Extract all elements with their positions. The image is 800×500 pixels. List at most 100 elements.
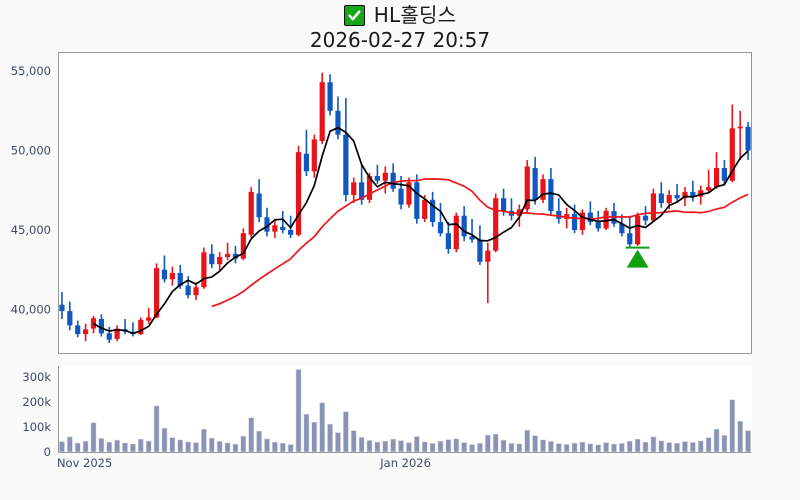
- title-row: HL홀딩스: [0, 0, 800, 28]
- candlestick: [674, 183, 680, 203]
- volume-bar: [618, 442, 625, 453]
- ma-short-line: [93, 126, 749, 335]
- volume-bar: [248, 417, 255, 453]
- candlestick: [540, 174, 546, 203]
- volume-bar: [327, 423, 333, 453]
- candlestick: [280, 210, 286, 234]
- x-tick-label: Jan 2026: [379, 456, 431, 470]
- price-y-tick-label: 50,000: [11, 144, 51, 158]
- price-panel-border: [58, 52, 752, 354]
- volume-bar: [445, 439, 452, 453]
- candlestick: [264, 207, 270, 237]
- candlestick: [327, 74, 333, 116]
- volume-bar: [469, 444, 475, 453]
- candlestick: [453, 212, 459, 253]
- price-panel: 40,000 45,000 50,000 55,000: [11, 52, 752, 354]
- volume-bar: [705, 437, 712, 453]
- candlestick-series: [59, 72, 751, 343]
- volume-bar: [122, 442, 128, 453]
- volume-bar: [682, 441, 688, 453]
- volume-bar: [413, 436, 420, 453]
- candlestick: [335, 96, 341, 140]
- candlestick: [469, 218, 475, 243]
- volume-bar: [264, 438, 270, 453]
- volume-bar: [516, 443, 523, 453]
- volume-bar: [98, 437, 105, 453]
- candlestick: [642, 206, 649, 226]
- volume-bar: [66, 436, 73, 453]
- candlestick: [579, 209, 586, 235]
- candlestick: [524, 160, 530, 213]
- candlestick: [59, 292, 65, 320]
- volume-bar: [145, 440, 152, 453]
- volume-bar: [256, 430, 263, 453]
- candlestick: [619, 214, 625, 237]
- ma-short-path: [93, 126, 749, 335]
- volume-bar: [461, 442, 468, 453]
- price-y-axis: 40,000 45,000 50,000 55,000: [11, 64, 51, 316]
- candlestick: [556, 198, 562, 224]
- candlestick: [67, 301, 73, 331]
- candlestick: [548, 168, 554, 216]
- volume-bar: [713, 428, 720, 453]
- volume-bar: [350, 430, 357, 453]
- chart-header: HL홀딩스 2026-02-27 20:57: [0, 0, 800, 51]
- volume-bar: [595, 444, 602, 453]
- candlestick: [406, 177, 412, 208]
- candlestick: [650, 188, 657, 223]
- candlestick: [382, 166, 388, 194]
- volume-bar: [650, 436, 657, 453]
- volume-bar: [611, 443, 617, 453]
- candlestick: [169, 266, 175, 286]
- volume-bar: [208, 437, 215, 453]
- candlestick: [635, 212, 641, 246]
- volume-bar: [74, 442, 81, 453]
- volume-bar: [421, 441, 428, 453]
- volume-bar: [224, 442, 231, 453]
- candlestick: [295, 145, 302, 237]
- candlestick: [532, 156, 538, 205]
- volume-bar: [271, 441, 278, 453]
- volume-y-tick-label: 300k: [22, 370, 51, 384]
- volume-bar: [737, 420, 744, 453]
- volume-bar: [555, 443, 562, 453]
- candlestick: [209, 244, 215, 269]
- volume-bar: [603, 442, 610, 453]
- candlestick: [414, 174, 420, 224]
- candlestick: [587, 201, 593, 226]
- volume-bar: [721, 434, 728, 453]
- candlestick: [256, 179, 262, 223]
- volume-y-tick-label: 100k: [22, 420, 51, 434]
- volume-bar: [697, 440, 704, 453]
- chart-timestamp: 2026-02-27 20:57: [309, 28, 491, 52]
- check-icon[interactable]: [343, 4, 365, 26]
- candlestick: [248, 187, 254, 238]
- candlestick: [351, 177, 357, 203]
- candlestick: [114, 325, 120, 342]
- volume-bar: [658, 440, 665, 453]
- ma-long-line: [211, 178, 749, 308]
- buy-marker-group: [625, 246, 650, 268]
- price-panel-background: [58, 52, 752, 354]
- volume-bar: [437, 440, 444, 453]
- volume-bar: [311, 421, 318, 453]
- volume-bar: [216, 440, 223, 453]
- candlestick: [217, 252, 223, 272]
- price-y-tick-label: 45,000: [11, 223, 51, 237]
- volume-bar: [674, 442, 680, 453]
- candlestick: [201, 247, 207, 289]
- volume-panel: 0 100k 200k 300k: [22, 366, 752, 459]
- volume-bar: [524, 429, 531, 453]
- volume-bar: [745, 430, 751, 453]
- x-tick-label: Nov 2025: [57, 456, 112, 470]
- candlestick: [240, 228, 246, 261]
- volume-bar: [492, 433, 499, 453]
- volume-bar: [729, 399, 736, 453]
- volume-bar: [177, 439, 184, 453]
- volume-bar: [532, 435, 539, 453]
- candlestick: [627, 215, 633, 248]
- volume-bar: [319, 402, 326, 453]
- volume-bar: [484, 434, 491, 453]
